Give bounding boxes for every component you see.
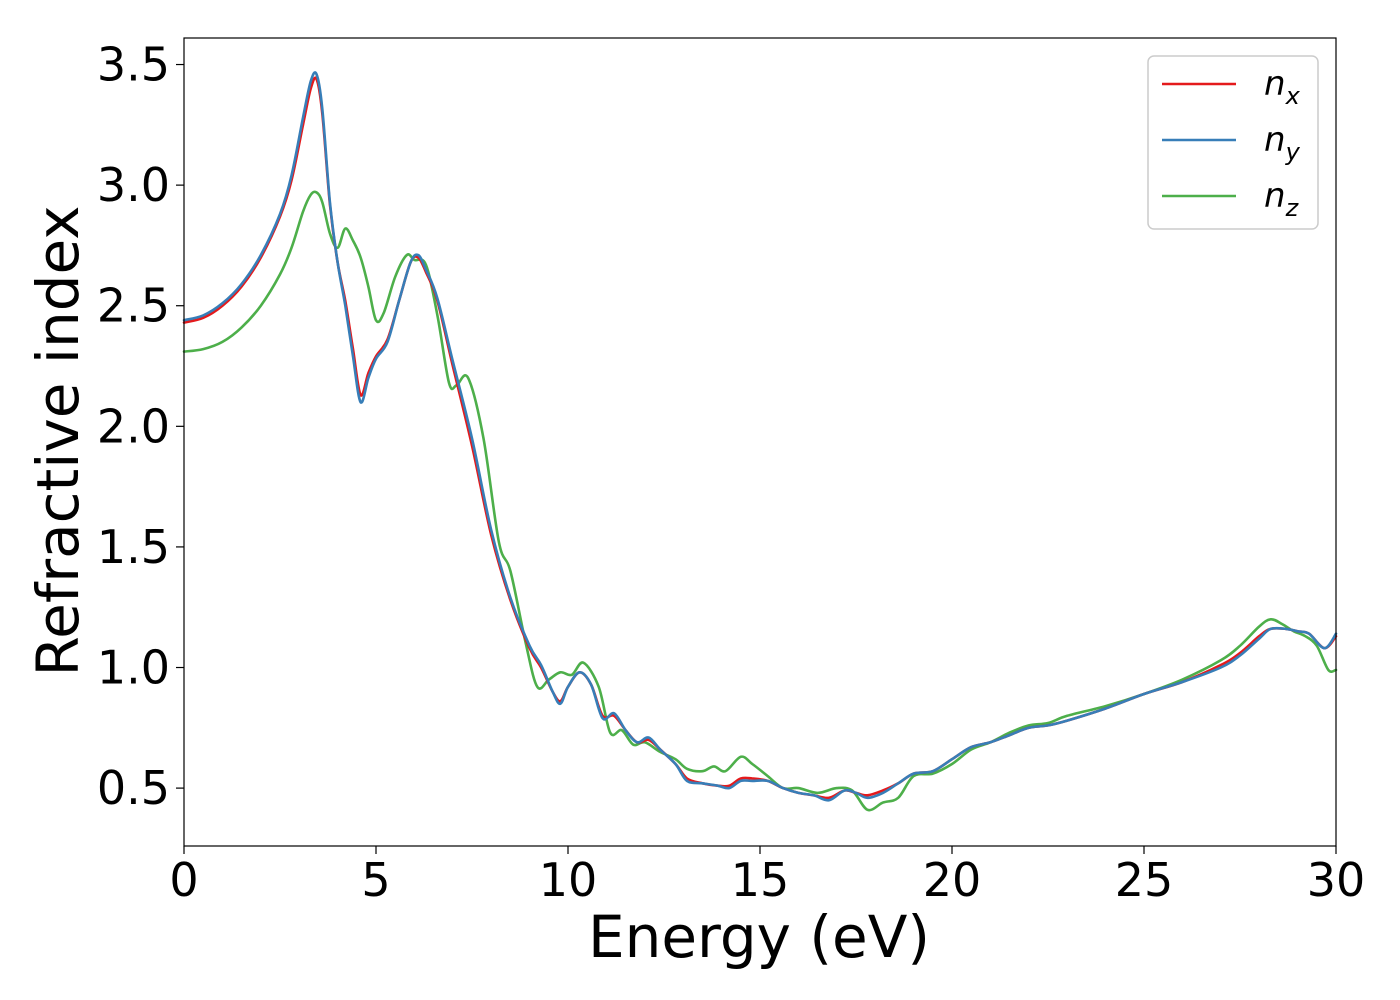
legend: nx ny nz xyxy=(1147,55,1319,230)
y-axis-label: Refractive index xyxy=(24,205,92,676)
series-line-y xyxy=(182,71,1338,802)
x-tick-label: 30 xyxy=(1307,853,1366,907)
x-tick-label: 20 xyxy=(923,853,982,907)
legend-entry-x: nx xyxy=(1162,64,1301,110)
series-lines xyxy=(182,71,1338,812)
legend-label: nx xyxy=(1264,64,1301,110)
x-tick-label: 25 xyxy=(1115,853,1174,907)
y-axis-ticks: 0.5 1.0 1.5 2.0 2.5 3.0 3.5 xyxy=(97,38,184,815)
y-tick-label: 0.5 xyxy=(97,761,170,815)
legend-entry-z: nz xyxy=(1162,176,1300,222)
legend-label: nz xyxy=(1264,176,1300,222)
x-axis-ticks: 0 5 10 15 20 25 30 xyxy=(169,846,1365,907)
y-tick-label: 3.0 xyxy=(97,158,170,212)
legend-label: ny xyxy=(1264,120,1301,166)
series-line-z xyxy=(182,190,1338,812)
y-tick-label: 2.0 xyxy=(97,399,170,453)
x-tick-label: 0 xyxy=(169,853,198,907)
y-tick-label: 2.5 xyxy=(97,279,170,333)
x-tick-label: 10 xyxy=(539,853,598,907)
y-tick-label: 1.0 xyxy=(97,641,170,695)
legend-entry-y: ny xyxy=(1162,120,1301,166)
y-tick-label: 1.5 xyxy=(97,520,170,574)
x-tick-label: 15 xyxy=(731,853,790,907)
x-tick-label: 5 xyxy=(361,853,390,907)
legend-box xyxy=(1147,55,1319,230)
x-axis-label: Energy (eV) xyxy=(588,903,930,971)
y-tick-label: 3.5 xyxy=(97,38,170,92)
